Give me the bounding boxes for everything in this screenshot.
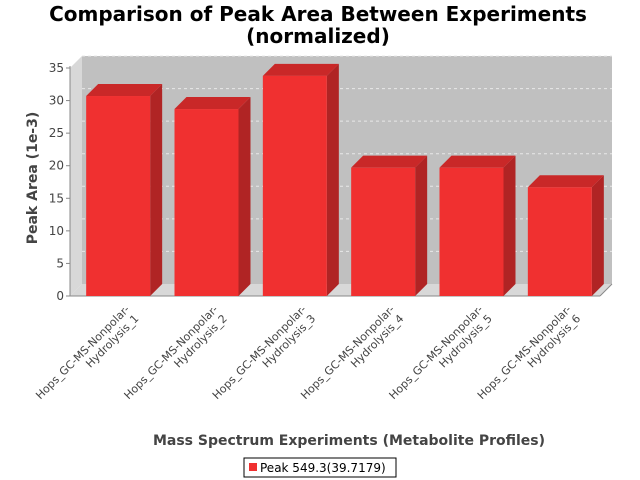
y-tick-label: 25 xyxy=(49,126,64,140)
bar-top xyxy=(527,175,604,188)
y-tick-label: 0 xyxy=(56,289,64,303)
bar-top xyxy=(351,155,428,168)
x-axis-label: Mass Spectrum Experiments (Metabolite Pr… xyxy=(153,433,545,449)
gridlines xyxy=(82,55,612,252)
bar xyxy=(174,97,251,296)
y-tick-label: 10 xyxy=(49,224,64,238)
bar-side xyxy=(150,84,163,296)
legend-box xyxy=(243,457,397,478)
bar-front xyxy=(351,167,416,296)
bar-top xyxy=(262,63,339,76)
bar xyxy=(351,155,428,296)
legend-label: Peak 549.3(39.7179) xyxy=(260,461,386,475)
floor-edge xyxy=(599,283,613,297)
bar-front xyxy=(174,109,239,296)
legend: Peak 549.3(39.7179) xyxy=(243,457,397,478)
bar-side xyxy=(326,63,339,297)
bar xyxy=(86,84,163,296)
y-axis: 0 5 10 15 20 25 30 35 xyxy=(49,61,71,303)
y-tick-label: 15 xyxy=(49,191,64,205)
plot-left-wall xyxy=(70,56,82,296)
bar-front xyxy=(439,167,504,296)
y-tick-label: 30 xyxy=(49,94,64,108)
bar-top xyxy=(439,155,516,168)
bar xyxy=(262,63,339,297)
x-axis: Hops_GC-MS-Nonpolar-Hydrolysis_1Hops_GC-… xyxy=(33,303,583,402)
bar-side xyxy=(238,97,251,296)
plot-back-wall xyxy=(82,56,612,284)
bar-front xyxy=(527,187,592,296)
bar xyxy=(527,175,604,296)
bar-side xyxy=(591,175,604,296)
bar-side xyxy=(415,155,428,296)
bars xyxy=(86,63,604,297)
x-tick-label-line: Hops_GC-MS-Nonpolar- xyxy=(33,303,132,402)
bar-front xyxy=(262,75,327,297)
y-tick-label: 20 xyxy=(49,159,64,173)
legend-swatch xyxy=(249,463,257,471)
bar-front xyxy=(86,96,151,296)
bar-top xyxy=(86,84,163,97)
y-tick-label: 35 xyxy=(49,61,64,75)
bar-side xyxy=(503,155,516,296)
chart-title-line-1: Comparison of Peak Area Between Experime… xyxy=(49,2,587,26)
chart-title-line-2: (normalized) xyxy=(246,24,390,48)
bar xyxy=(439,155,516,296)
bar-top xyxy=(174,97,251,110)
y-axis-label: Peak Area (1e-3) xyxy=(25,112,41,245)
y-tick-label: 5 xyxy=(56,256,64,270)
